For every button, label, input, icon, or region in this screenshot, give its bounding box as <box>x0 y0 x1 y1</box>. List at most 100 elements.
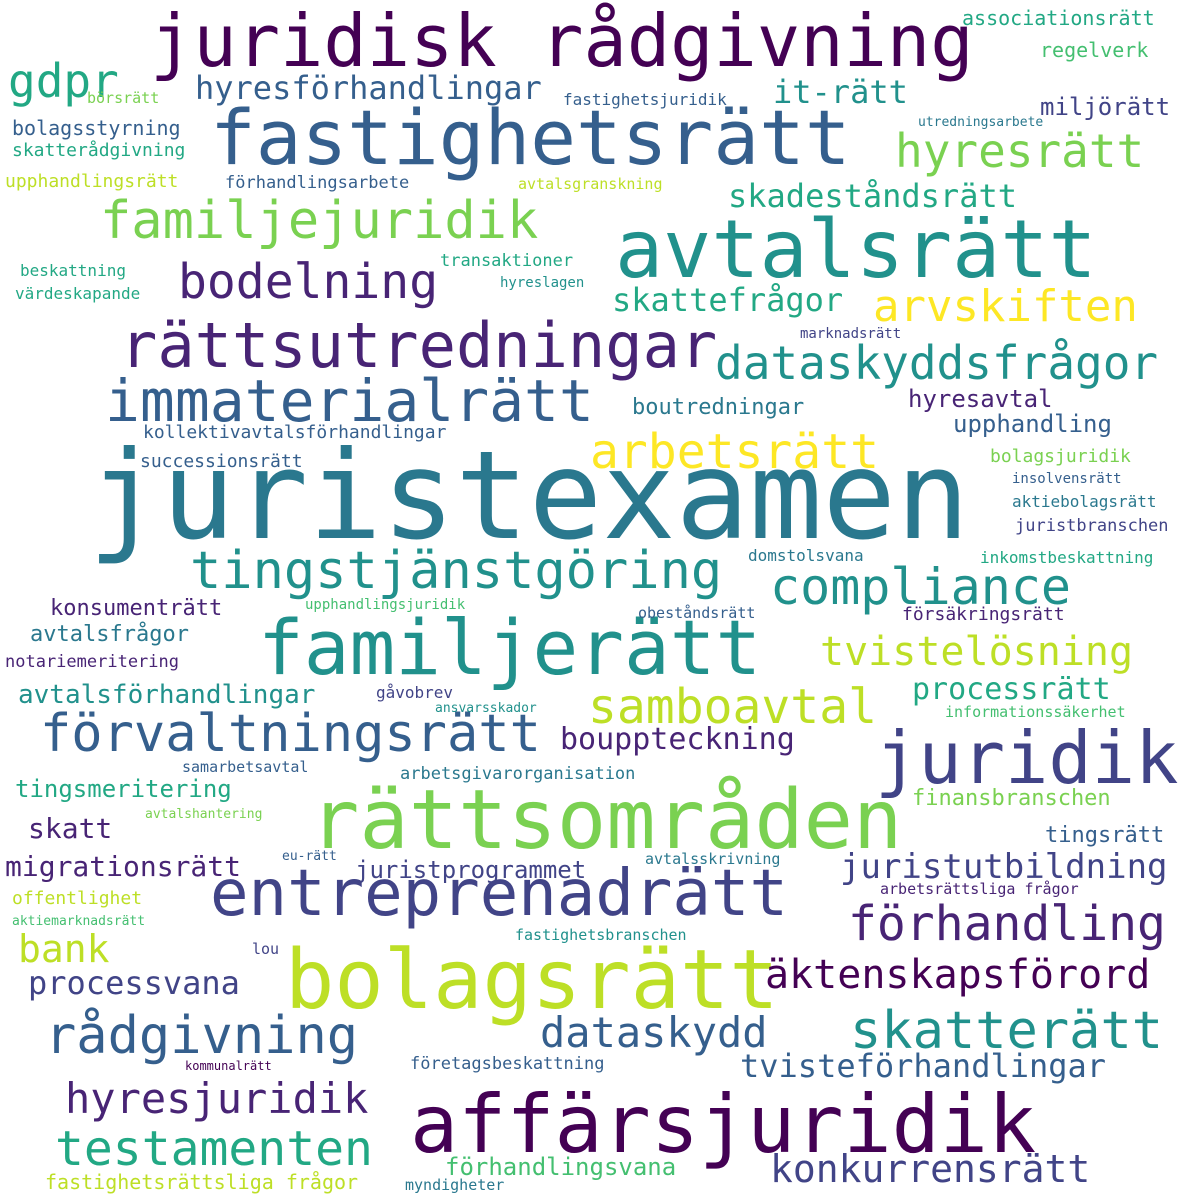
word-associationsratt: associationsrätt <box>962 6 1155 30</box>
word-radgivning: rådgivning <box>45 1006 359 1066</box>
word-kollektivavtalsforhandlingar: kollektivavtalsförhandlingar <box>143 422 447 443</box>
word-tvistelosning: tvistelösning <box>820 629 1134 675</box>
word-juristbranschen: juristbranschen <box>1015 516 1169 536</box>
word-fastighetsbranschen: fastighetsbranschen <box>515 926 687 944</box>
word-vardeskapande: värdeskapande <box>15 284 141 303</box>
word-inkomstbeskattning: inkomstbeskattning <box>980 548 1154 567</box>
word-transaktioner: transaktioner <box>440 251 574 271</box>
word-juristprogrammet: juristprogrammet <box>355 856 587 884</box>
word-juridik: juridik <box>875 716 1179 800</box>
word-marknadsratt: marknadsrätt <box>800 326 902 342</box>
word-offentlighet: offentlighet <box>12 888 143 909</box>
word-tingsmeritering: tingsmeritering <box>15 775 232 803</box>
word-myndigheter: myndigheter <box>405 1176 505 1194</box>
word-skadestandsratt: skadeståndsrätt <box>728 177 1017 215</box>
word-hyresavtal: hyresavtal <box>908 385 1053 413</box>
word-miljoratt: miljörätt <box>1040 93 1171 121</box>
word-tvisteforhandlingar: tvisteförhandlingar <box>740 1047 1107 1085</box>
word-forhandling: förhandling <box>848 896 1166 952</box>
word-bank: bank <box>18 927 110 971</box>
word-insolvensratt: insolvensrätt <box>1012 471 1122 487</box>
word-lou: lou <box>252 940 280 958</box>
word-testamenten: testamenten <box>55 1121 373 1177</box>
word-bolagsratt: bolagsrätt <box>285 933 779 1028</box>
word-bolagsjuridik: bolagsjuridik <box>990 446 1131 467</box>
word-arbetsgivarorganisation: arbetsgivarorganisation <box>400 764 636 784</box>
word-processvana: processvana <box>28 964 240 1002</box>
word-konkurrensratt: konkurrensrätt <box>770 1147 1091 1191</box>
word-domstolsvana: domstolsvana <box>748 546 864 565</box>
word-fastighetsratt: fastighetsrätt <box>210 93 851 182</box>
word-rattsomraden: rättsområden <box>310 773 903 868</box>
word-notariemeritering: notariemeritering <box>5 652 179 672</box>
word-kommunalratt: kommunalrätt <box>185 1059 272 1073</box>
word-rattsutredningar: rättsutredningar <box>120 309 718 382</box>
word-tingsratt: tingsrätt <box>1045 823 1165 848</box>
word-it-ratt: it-rätt <box>773 73 908 111</box>
word-avtalsforhandlingar: avtalsförhandlingar <box>18 680 316 710</box>
word-avtalsskrivning: avtalsskrivning <box>645 850 781 868</box>
word-skattefragor: skattefrågor <box>612 281 844 319</box>
word-avtalsratt: avtalsrätt <box>615 203 1097 296</box>
word-bouppteckning: bouppteckning <box>560 722 795 757</box>
word-samboavtal: samboavtal <box>588 679 877 735</box>
word-beskattning: beskattning <box>20 261 126 280</box>
word-entreprenadratt: entreprenadrätt <box>210 857 788 931</box>
word-informationssakerhet: informationssäkerhet <box>945 703 1126 721</box>
word-skatt: skatt <box>28 812 113 845</box>
word-arbetsrattsliga-fragor: arbetsrättsliga frågor <box>880 880 1079 898</box>
word-dataskydd: dataskydd <box>540 1008 768 1057</box>
word-successionsratt: successionsrätt <box>140 451 303 472</box>
word-finansbranschen: finansbranschen <box>912 786 1111 811</box>
word-fastighetsjuridik: fastighetsjuridik <box>563 90 727 109</box>
word-juristexamen: juristexamen <box>88 425 970 567</box>
word-hyresforhandlingar: hyresförhandlingar <box>195 69 542 107</box>
word-skatteratt: skatterätt <box>850 1001 1164 1061</box>
word-aktiemarknadsratt: aktiemarknadsrätt <box>12 914 146 929</box>
word-migrationsratt: migrationsrätt <box>5 850 242 883</box>
word-upphandling: upphandling <box>953 410 1112 438</box>
word-upphandlingsjuridik: upphandlingsjuridik <box>305 597 466 613</box>
word-hyresratt: hyresrätt <box>895 124 1145 178</box>
word-eu-ratt: eu-rätt <box>282 849 337 864</box>
word-gdpr: gdpr <box>8 54 119 108</box>
word-konsumentratt: konsumenträtt <box>50 596 223 621</box>
word-fastighetsrattsliga-fragor: fastighetsrättsliga frågor <box>45 1170 359 1194</box>
word-bolagsstyrning: bolagsstyrning <box>12 116 181 140</box>
word-dataskyddsfragor: dataskyddsfrågor <box>715 336 1159 390</box>
word-avtalsgranskning: avtalsgranskning <box>518 175 663 193</box>
word-arvskiften: arvskiften <box>873 281 1138 332</box>
word-processratt: processrätt <box>912 672 1111 707</box>
word-regelverk: regelverk <box>1040 38 1149 62</box>
word-forvaltningsratt: förvaltningsrätt <box>40 704 541 764</box>
word-samarbetsavtal: samarbetsavtal <box>182 758 309 776</box>
word-bodelning: bodelning <box>178 254 439 310</box>
word-juristutbildning: juristutbildning <box>840 847 1168 887</box>
word-hyresjuridik: hyresjuridik <box>65 1074 369 1123</box>
word-upphandlingsratt: upphandlingsrätt <box>5 171 179 192</box>
word-obestandsratt: obeståndsrätt <box>638 604 756 622</box>
word-skatteradgivning: skatterådgivning <box>12 140 186 161</box>
word-immaterialratt: immaterialrätt <box>105 367 594 435</box>
word-juridisk-radgivning: juridisk rådgivning <box>150 0 974 83</box>
word-forhandlingsvana: förhandlingsvana <box>445 1153 677 1181</box>
word-aktenskapsforord: äktenskapsförord <box>765 952 1151 998</box>
word-avtalsfragor: avtalsfrågor <box>30 622 189 647</box>
word-foretagsbeskattning: företagsbeskattning <box>410 1054 605 1074</box>
word-familjeratt: familjerätt <box>258 603 762 692</box>
word-compliance: compliance <box>770 558 1072 616</box>
word-ansvarsskador: ansvarsskador <box>435 701 537 716</box>
word-utredningsarbete: utredningsarbete <box>918 115 1044 130</box>
word-tingstjanstgoring: tingstjänstgöring <box>190 541 723 601</box>
word-boutredningar: boutredningar <box>632 395 805 420</box>
word-forsakringsratt: försäkringsrätt <box>902 604 1065 625</box>
word-familjejuridik: familjejuridik <box>100 191 539 251</box>
word-borsratt: börsrätt <box>87 89 160 107</box>
word-arbetsratt: arbetsrätt <box>590 424 879 480</box>
word-affarsjuridik: affärsjuridik <box>410 1078 1037 1171</box>
word-avtalshantering: avtalshantering <box>145 807 263 822</box>
word-forhandlingsarbete: förhandlingsarbete <box>225 173 410 193</box>
word-aktiebolagsratt: aktiebolagsrätt <box>1012 492 1157 511</box>
word-hyreslagen: hyreslagen <box>500 275 585 291</box>
